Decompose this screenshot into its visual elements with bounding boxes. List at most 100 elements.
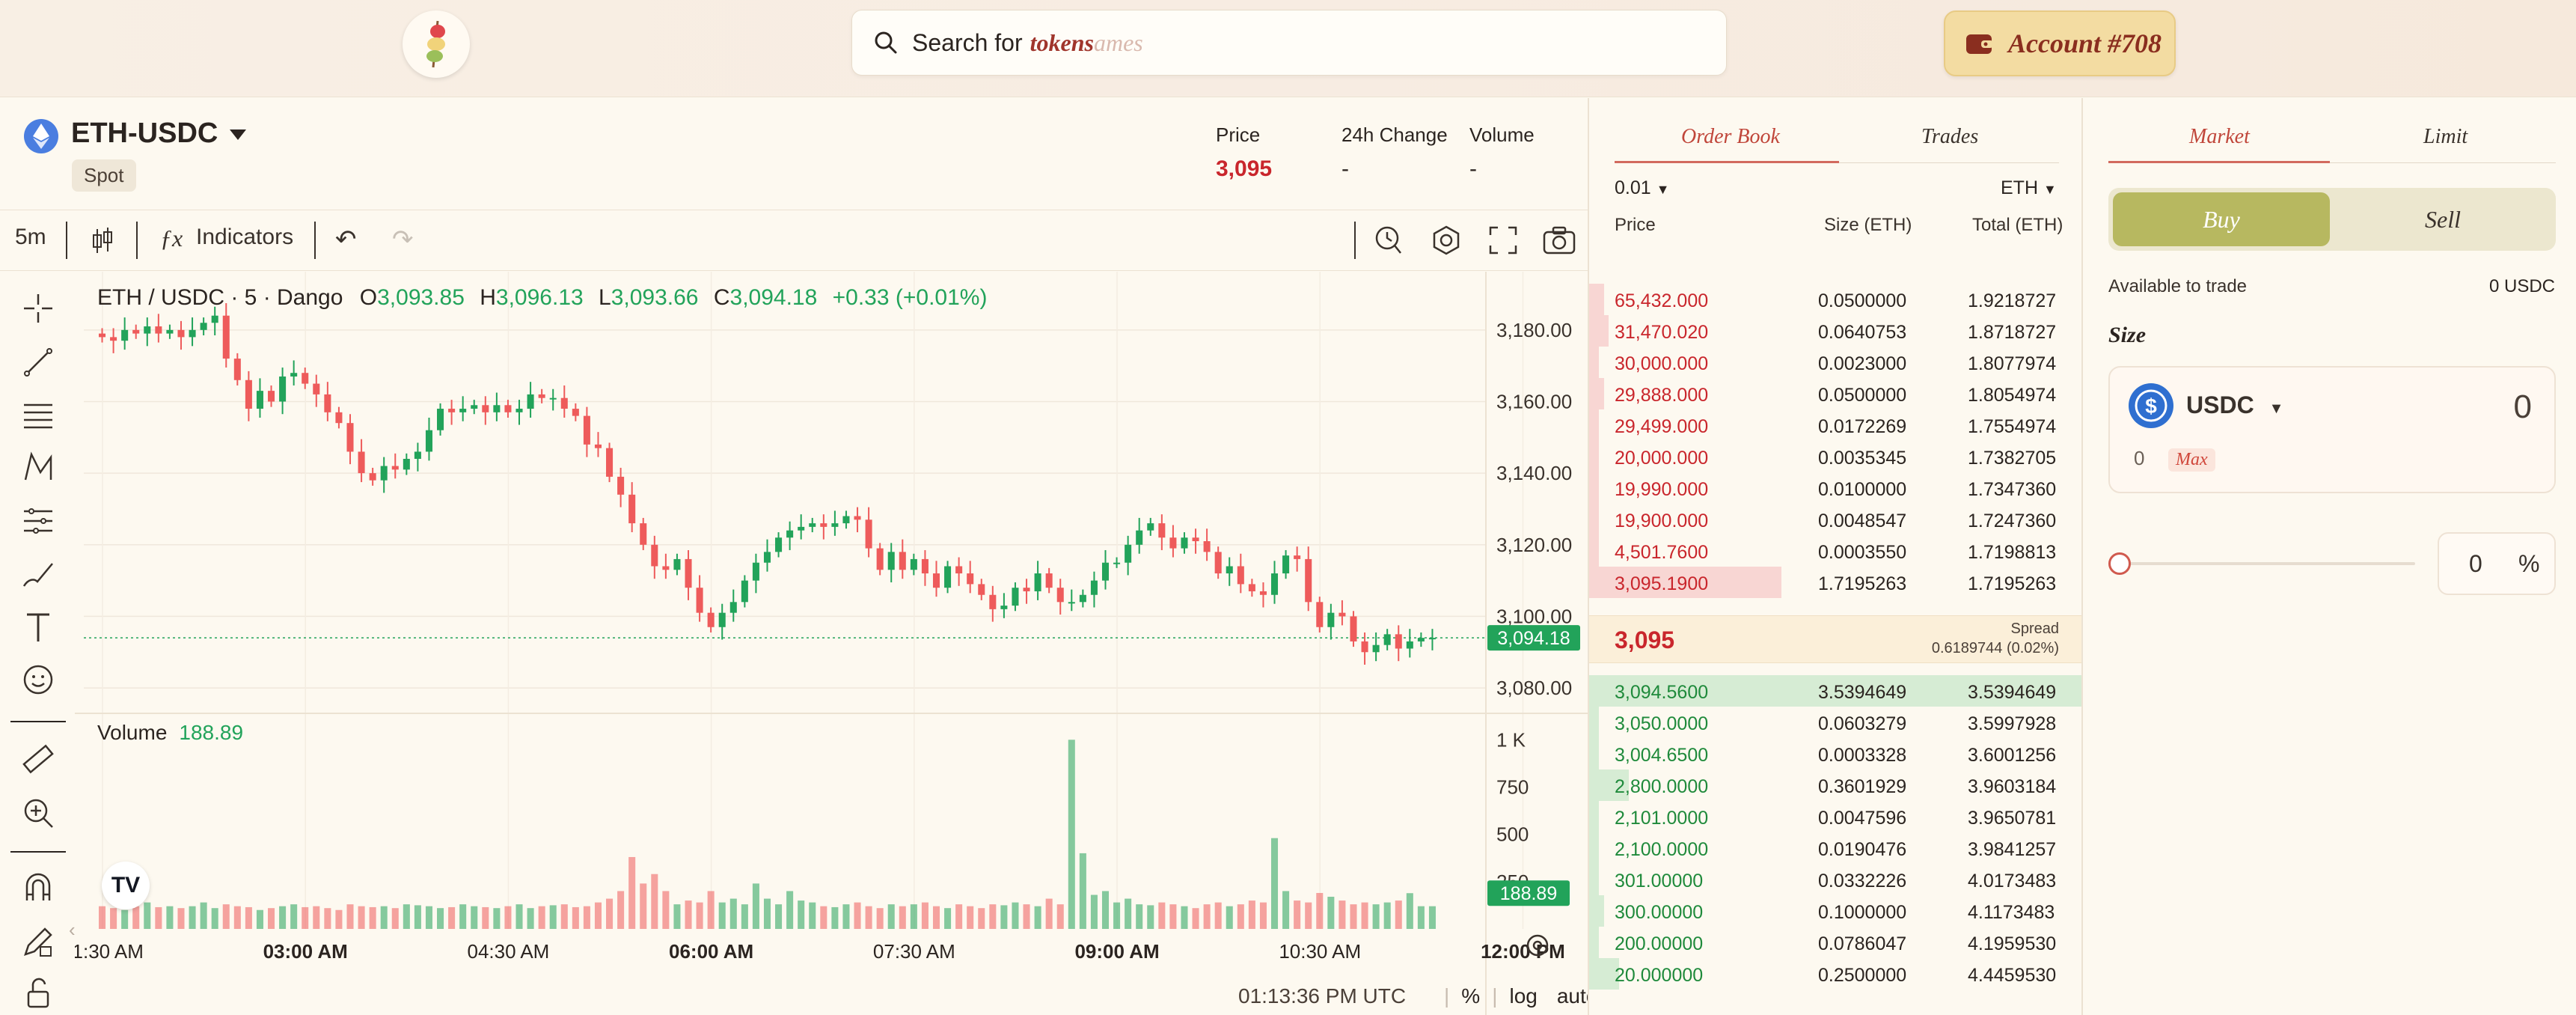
candlestick-chart[interactable]: 3,180.00 3,160.00 3,140.00 3,120.00 3,100.00… [75, 272, 1588, 1015]
crosshair-icon[interactable] [21, 291, 55, 326]
ask-row[interactable]: 65,432.000 0.0500000 1.9218727 [1589, 284, 2083, 315]
ask-price: 29,888.000 [1615, 385, 1709, 406]
zoom-in-icon[interactable] [21, 796, 55, 830]
candle-body [775, 537, 783, 552]
text-icon[interactable] [21, 610, 55, 644]
account-button[interactable]: Account #708 [1944, 10, 2176, 76]
market-type-badge: Spot [72, 159, 136, 192]
tradingview-logo[interactable]: TV [102, 862, 150, 909]
max-button[interactable]: Max [2168, 448, 2215, 472]
interval-selector[interactable]: 5m [15, 225, 46, 249]
amount-input[interactable]: 0 [2513, 388, 2532, 425]
volume-bar [798, 900, 805, 929]
bid-row[interactable]: 2,800.0000 0.3601929 3.9603184 [1589, 769, 2083, 801]
bid-price: 2,800.0000 [1615, 776, 1709, 797]
candle-body [583, 415, 590, 445]
search-bar[interactable]: Search for tokens ames [851, 10, 1727, 76]
ask-row[interactable]: 29,499.000 0.0172269 1.7554974 [1589, 409, 2083, 441]
trend-line-icon[interactable] [21, 345, 55, 380]
volume-bar [268, 908, 275, 929]
tab-limit[interactable]: Limit [2423, 125, 2468, 148]
volume-bar [786, 891, 794, 929]
fullscreen-icon[interactable] [1489, 226, 1517, 254]
percent-scale-button[interactable]: % [1461, 984, 1481, 1008]
emoji-icon[interactable] [21, 662, 55, 697]
percent-sign: % [2518, 550, 2540, 577]
candle-style-icon[interactable] [90, 226, 115, 256]
ask-row[interactable]: 31,470.020 0.0640753 1.8718727 [1589, 315, 2083, 347]
time-axis-settings-icon[interactable] [1525, 933, 1550, 958]
tab-market[interactable]: Market [2189, 125, 2250, 148]
bid-row[interactable]: 300.00000 0.1000000 4.1173483 [1589, 895, 2083, 927]
scroll-left-icon[interactable]: ‹ [69, 918, 76, 941]
magnet-icon[interactable] [21, 871, 55, 905]
percent-input-box[interactable]: 0 % [2438, 532, 2556, 595]
tick-size-selector[interactable]: 0.01 ▼ [1615, 177, 1669, 199]
ask-row[interactable]: 29,888.000 0.0500000 1.8054974 [1589, 378, 2083, 409]
buy-button[interactable]: Buy [2113, 192, 2330, 246]
candle-body [493, 405, 501, 412]
volume-bar [1214, 902, 1222, 929]
camera-icon[interactable] [1543, 226, 1576, 254]
token-selector[interactable]: USDC ▼ [2186, 391, 2283, 419]
size-input-box[interactable]: $ USDC ▼ 0 0 Max [2108, 366, 2556, 493]
volume-bar [1068, 740, 1075, 929]
bid-row[interactable]: 301.00000 0.0332226 4.0173483 [1589, 864, 2083, 895]
candle-body [380, 466, 388, 481]
candle-body [617, 476, 625, 495]
bid-row[interactable]: 3,004.6500 0.0003328 3.6001256 [1589, 738, 2083, 769]
candle-body [696, 588, 703, 613]
ask-row[interactable]: 4,501.7600 0.0003550 1.7198813 [1589, 535, 2083, 567]
undo-icon[interactable]: ↶ [335, 225, 357, 254]
unlock-icon[interactable] [21, 975, 55, 1010]
volume-bar [290, 904, 298, 929]
tab-trades[interactable]: Trades [1921, 125, 1979, 148]
bid-row[interactable]: 2,100.0000 0.0190476 3.9841257 [1589, 832, 2083, 864]
price-chart[interactable]: 3,180.00 3,160.00 3,140.00 3,120.00 3,100.00… [69, 272, 1597, 1015]
pattern-icon[interactable] [21, 450, 55, 484]
volume-bar [189, 906, 196, 929]
top-bar: Search for tokens ames Account #708 [0, 0, 2576, 97]
bid-row[interactable]: 3,050.0000 0.0603279 3.5997928 [1589, 707, 2083, 738]
indicators-button[interactable]: Indicators [196, 225, 294, 249]
replay-icon[interactable] [1374, 225, 1404, 256]
brush-icon[interactable] [21, 556, 55, 591]
log-scale-button[interactable]: log [1509, 984, 1538, 1008]
svg-text:$: $ [2145, 394, 2157, 418]
percent-slider[interactable] [2108, 551, 2415, 576]
bid-size: 0.0047596 [1818, 808, 1907, 829]
sell-button[interactable]: Sell [2425, 205, 2461, 233]
ask-row[interactable]: 20,000.000 0.0035345 1.7382705 [1589, 441, 2083, 472]
redo-icon[interactable]: ↷ [392, 225, 414, 254]
candle-body [1147, 523, 1154, 531]
settings-icon[interactable] [1431, 225, 1462, 256]
candle-body [1361, 641, 1368, 653]
bid-row[interactable]: 2,101.0000 0.0047596 3.9650781 [1589, 801, 2083, 832]
bid-row[interactable]: 3,094.5600 3.5394649 3.5394649 [1589, 675, 2083, 707]
fib-retracement-icon[interactable] [21, 397, 55, 432]
bid-row[interactable]: 200.00000 0.0786047 4.1959530 [1589, 927, 2083, 958]
slider-handle[interactable] [2108, 552, 2131, 575]
lock-drawing-icon[interactable] [21, 924, 55, 959]
unit-selector[interactable]: ETH ▼ [2001, 177, 2057, 199]
app-logo[interactable] [403, 10, 470, 78]
tab-order-book[interactable]: Order Book [1681, 125, 1780, 148]
ask-row[interactable]: 3,095.1900 1.7195263 1.7195263 [1589, 567, 2083, 598]
legend-open-value: 3,093.85 [377, 285, 465, 310]
candle-body [144, 326, 151, 334]
prediction-icon[interactable] [21, 504, 55, 538]
bid-row[interactable]: 20.000000 0.2500000 4.4459530 [1589, 958, 2083, 990]
volume-bar [1034, 906, 1041, 929]
ask-row[interactable]: 30,000.000 0.0023000 1.8077974 [1589, 347, 2083, 378]
fx-icon[interactable]: ƒx [160, 225, 183, 252]
pair-selector[interactable]: ETH-USDC [71, 118, 218, 149]
candle-body [99, 333, 106, 338]
chevron-down-icon[interactable] [228, 128, 248, 141]
ask-row[interactable]: 19,900.000 0.0048547 1.7247360 [1589, 504, 2083, 535]
candle-body [1237, 566, 1244, 585]
ruler-icon[interactable] [21, 742, 55, 776]
last-price-tag [1487, 625, 1580, 651]
percent-input[interactable]: 0 [2469, 550, 2482, 577]
legend-change: +0.33 (+0.01%) [832, 285, 988, 310]
ask-row[interactable]: 19,990.000 0.0100000 1.7347360 [1589, 472, 2083, 504]
